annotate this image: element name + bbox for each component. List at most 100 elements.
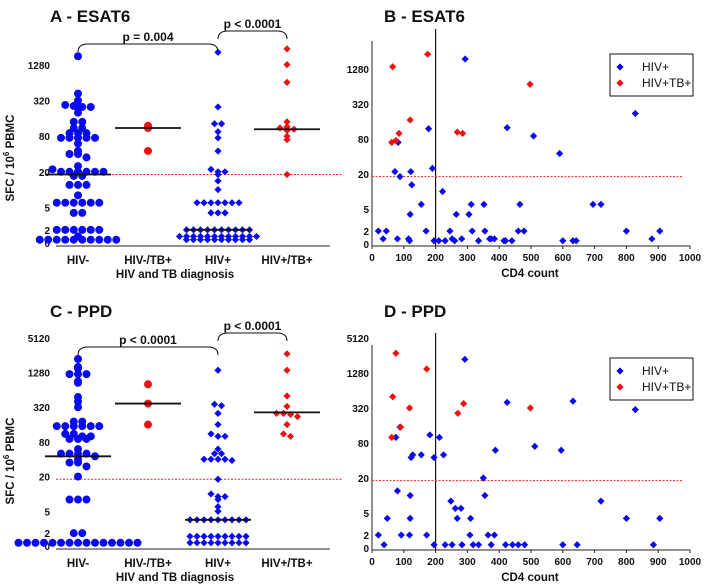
legend-label: HIV+ — [642, 60, 669, 74]
data-point — [214, 199, 222, 207]
data-point — [379, 235, 387, 243]
data-point — [61, 422, 70, 431]
data-point — [74, 139, 82, 148]
data-point — [74, 458, 82, 467]
data-point — [196, 236, 205, 244]
data-point — [61, 100, 70, 109]
data-point — [392, 349, 400, 357]
data-point — [74, 162, 82, 171]
series-HIV- — [35, 52, 121, 244]
x-tick-label: 200 — [427, 253, 444, 264]
data-point — [78, 171, 87, 180]
data-point — [214, 539, 222, 547]
x-tick-label: 700 — [586, 253, 603, 264]
data-point — [454, 409, 462, 417]
data-point — [65, 458, 74, 467]
data-point — [74, 150, 82, 158]
data-point — [283, 61, 291, 69]
data-point — [74, 89, 82, 98]
data-point — [597, 497, 605, 505]
data-point — [490, 531, 499, 539]
data-point — [82, 180, 91, 189]
data-point — [217, 120, 226, 128]
data-point — [78, 198, 87, 207]
data-point — [207, 532, 215, 540]
data-point — [283, 392, 291, 400]
data-point — [396, 173, 404, 181]
data-point — [207, 455, 215, 463]
data-point — [407, 167, 415, 176]
data-point — [235, 539, 243, 547]
data-point — [405, 531, 414, 539]
data-point — [217, 236, 226, 244]
x-tick-label: 900 — [650, 557, 667, 568]
data-point — [193, 199, 201, 207]
data-point — [210, 400, 219, 408]
series-HIV+TB+ — [388, 349, 534, 441]
x-tick-label: 0 — [369, 557, 375, 568]
x-tick-label: 800 — [618, 253, 635, 264]
data-point — [78, 235, 87, 244]
data-point — [214, 432, 222, 440]
data-point — [74, 495, 82, 504]
data-point — [435, 237, 443, 245]
data-point — [393, 487, 402, 495]
series-HIV- — [14, 354, 142, 547]
data-point — [214, 420, 222, 429]
data-point — [86, 235, 95, 244]
data-point — [133, 538, 142, 547]
x-tick-label: 200 — [427, 557, 444, 568]
data-point — [526, 80, 534, 88]
data-point — [516, 200, 524, 208]
y-tick-label: 320 — [33, 97, 50, 108]
x-tick-label: 900 — [650, 253, 667, 264]
data-point — [95, 422, 104, 431]
p-value-label: p < 0.0001 — [119, 333, 177, 347]
y-axis-label-superscript: 6 — [2, 151, 11, 156]
data-point — [648, 235, 656, 243]
data-point — [210, 236, 219, 244]
data-point — [501, 237, 510, 245]
y-tick-label: 5 — [44, 203, 50, 214]
data-point — [503, 124, 511, 132]
data-point — [480, 200, 488, 208]
significance-bracket — [77, 346, 219, 356]
data-point — [207, 165, 215, 173]
x-tick-label: 500 — [523, 557, 540, 568]
data-point — [392, 137, 400, 145]
data-point — [78, 422, 87, 431]
x-axis-label: CD4 count — [501, 268, 559, 280]
x-axis-label: CD4 count — [501, 572, 559, 584]
data-point — [508, 237, 516, 245]
data-point — [514, 227, 522, 235]
data-point — [589, 200, 597, 208]
data-point — [425, 125, 433, 133]
significance-bracket — [217, 332, 288, 342]
data-point — [214, 170, 222, 179]
data-point — [91, 538, 99, 547]
x-tick-label: 700 — [586, 557, 603, 568]
data-point — [186, 532, 194, 540]
x-tick-label: 400 — [491, 253, 508, 264]
y-tick-label: 80 — [358, 439, 370, 450]
data-point — [95, 225, 104, 234]
panel-title: B - ESAT6 — [384, 7, 465, 26]
legend-label: HIV+TB+ — [642, 76, 691, 90]
data-point — [242, 539, 250, 547]
x-tick-label: HIV+/TB+ — [261, 255, 312, 267]
data-point — [435, 433, 444, 441]
y-tick-label: 80 — [39, 132, 51, 143]
data-point — [283, 170, 291, 179]
series-HIV-/TB+ — [115, 380, 181, 429]
data-point — [69, 117, 78, 126]
legend-marker — [616, 367, 624, 375]
data-point — [283, 118, 291, 126]
data-point — [214, 147, 222, 155]
data-point — [200, 539, 208, 547]
data-point — [283, 366, 291, 374]
data-point — [61, 225, 70, 234]
data-point — [405, 404, 414, 412]
y-axis-label-superscript: 6 — [2, 454, 11, 459]
data-point — [572, 237, 580, 245]
x-tick-label: HIV-/TB+ — [124, 255, 172, 267]
